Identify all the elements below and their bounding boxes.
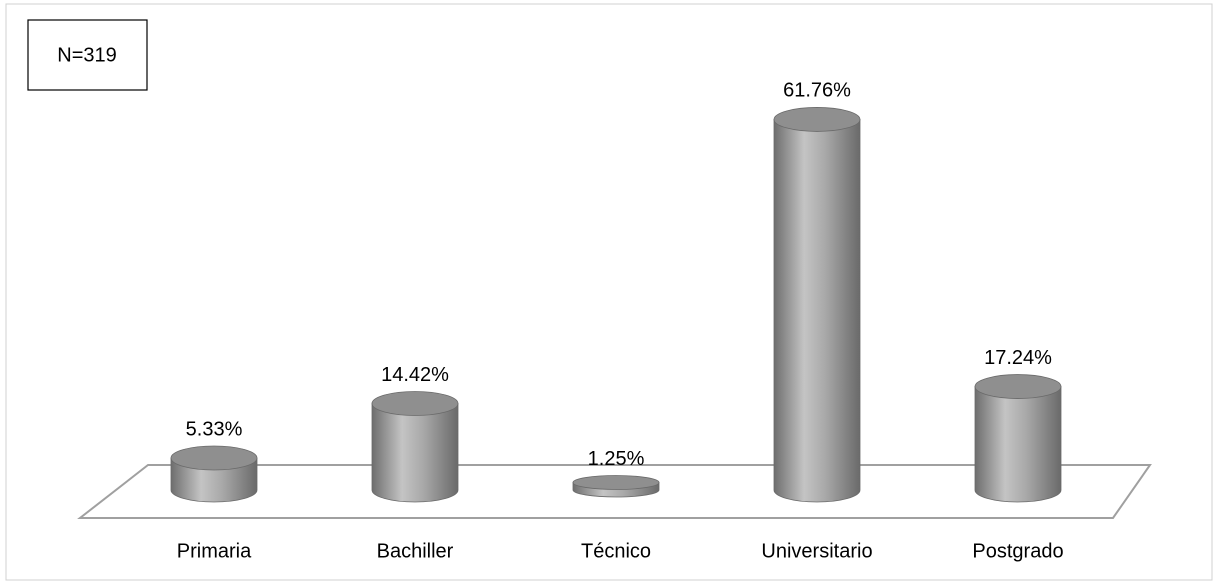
annotation-box: [27, 19, 148, 91]
bar-top: [773, 107, 861, 132]
x-tick-label: Técnico: [581, 540, 651, 562]
bar-body: [371, 403, 459, 503]
value-label: 61.76%: [783, 80, 851, 102]
bar: [170, 445, 258, 503]
value-label: 1.25%: [588, 448, 645, 470]
value-label: 17.24%: [984, 347, 1052, 369]
x-tick-label: Universitario: [761, 540, 872, 562]
bar-top: [371, 391, 459, 416]
bar-body: [170, 457, 258, 503]
x-tick-label: Postgrado: [972, 540, 1063, 562]
bar-body: [773, 119, 861, 503]
value-label: 14.42%: [381, 364, 449, 386]
x-tick-label: Primaria: [177, 540, 252, 562]
bar: [572, 475, 660, 498]
bar: [773, 107, 861, 503]
annotation: N=319: [57, 44, 117, 66]
bar-top: [572, 475, 660, 490]
bar: [974, 374, 1062, 503]
bars: [170, 107, 1062, 503]
bar-body: [974, 386, 1062, 503]
bar-top: [974, 374, 1062, 399]
bar-top: [170, 445, 258, 471]
value-label: 5.33%: [186, 418, 243, 440]
x-tick-label: Bachiller: [377, 540, 454, 562]
bar: [371, 391, 459, 503]
